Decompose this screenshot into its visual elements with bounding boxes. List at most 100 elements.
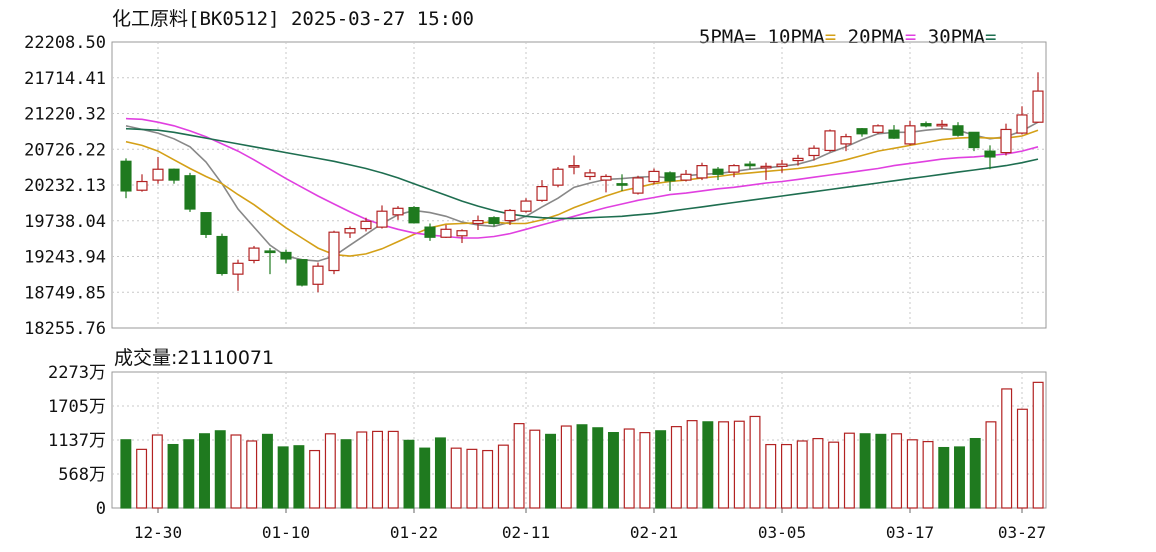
volume-bar <box>765 443 777 509</box>
volume-bar <box>733 420 745 509</box>
candle-body <box>280 251 292 260</box>
volume-bar <box>340 439 352 509</box>
volume-bar <box>891 433 903 509</box>
volume-bar <box>497 444 509 509</box>
candle-body <box>952 125 964 136</box>
candle-body <box>424 226 436 238</box>
volume-bar <box>938 446 950 509</box>
volume-bar <box>592 427 604 509</box>
volume-bar <box>718 421 730 509</box>
candle-body <box>984 150 996 158</box>
candle-body <box>536 186 548 201</box>
volume-bar <box>545 433 557 509</box>
price-y-tick: 18255.76 <box>24 319 106 339</box>
volume-bar <box>1001 388 1013 509</box>
candle-body <box>168 168 180 181</box>
volume-bar <box>199 433 210 509</box>
candle-body <box>808 147 820 157</box>
x-tick-label: 01-22 <box>390 523 438 542</box>
volume-bar <box>293 445 305 509</box>
volume-bar <box>969 437 981 509</box>
volume-bar <box>434 437 446 509</box>
candle-body <box>744 163 756 167</box>
volume-bar <box>560 425 572 509</box>
volume-bar <box>214 430 226 509</box>
price-y-tick: 20726.22 <box>24 140 106 160</box>
candle-body <box>760 165 772 169</box>
volume-bar <box>859 433 871 509</box>
volume-bar <box>482 449 494 509</box>
candle-body <box>120 160 132 192</box>
volume-bar <box>812 437 824 509</box>
candle-body <box>152 168 164 181</box>
volume-bar <box>450 447 462 509</box>
ma-line-5pma <box>125 121 1039 262</box>
volume-y-tick: 1137万 <box>48 431 106 451</box>
volume-bar <box>151 434 163 509</box>
candle-body <box>600 175 612 181</box>
candle-body <box>200 212 212 235</box>
candle-body <box>344 227 356 234</box>
volume-label: 成交量:21110071 <box>114 347 275 369</box>
chart-title: 化工原料[BK0512] 2025-03-27 15:00 <box>112 8 474 30</box>
volume-bar <box>780 443 792 509</box>
volume-y-tick: 568万 <box>58 465 106 485</box>
volume-bar <box>387 430 399 509</box>
candle-body <box>184 175 196 210</box>
candle-body <box>248 247 260 262</box>
x-tick-label: 03-27 <box>998 523 1046 542</box>
x-tick-label: 12-30 <box>134 523 182 542</box>
volume-y-tick: 1705万 <box>48 397 106 417</box>
volume-bar <box>183 439 195 509</box>
volume-bar <box>639 432 651 509</box>
candle-body <box>936 123 948 127</box>
candle-body <box>376 210 388 228</box>
candle-body <box>216 235 228 275</box>
volume-bar <box>324 433 336 509</box>
candle-body <box>856 128 868 135</box>
volume-bar <box>356 431 368 509</box>
candle-body <box>696 165 708 179</box>
volume-bar <box>230 434 242 509</box>
price-y-tick: 18749.85 <box>24 283 106 303</box>
candle-body <box>1032 90 1044 123</box>
candle-body <box>712 168 724 175</box>
volume-bar <box>120 439 132 509</box>
candle-body <box>616 183 628 186</box>
candle-body <box>472 220 484 225</box>
ma-line-20pma <box>125 117 1039 239</box>
candle-body <box>632 177 644 194</box>
candle-body <box>392 207 404 216</box>
volume-bar <box>246 440 258 509</box>
volume-bar <box>954 446 965 509</box>
x-tick-label: 01-10 <box>262 523 310 542</box>
volume-bar <box>1016 408 1028 509</box>
candle-body <box>680 173 692 181</box>
candle-body <box>824 130 836 152</box>
x-tick-label: 03-05 <box>758 523 806 542</box>
volume-bar <box>576 424 588 509</box>
volume-bar <box>702 421 714 509</box>
x-tick-label: 03-17 <box>886 523 934 542</box>
candle-body <box>664 172 676 182</box>
candle-body <box>408 206 420 224</box>
price-y-tick: 22208.50 <box>24 33 106 53</box>
candle-body <box>488 217 500 225</box>
candle-body <box>1016 114 1028 134</box>
price-y-tick: 20232.13 <box>24 176 106 196</box>
volume-bar <box>136 448 148 509</box>
volume-bar <box>277 446 289 509</box>
volume-bar <box>513 423 525 509</box>
candle-body <box>232 262 244 275</box>
volume-bar <box>796 440 808 509</box>
volume-bar <box>466 448 478 509</box>
candle-body <box>504 209 516 222</box>
price-y-tick: 19243.94 <box>24 248 106 268</box>
candle-body <box>136 180 148 191</box>
ma-line-30pma <box>125 127 1039 220</box>
volume-bar <box>828 441 840 509</box>
candle-body <box>1000 128 1012 154</box>
volume-bar <box>843 432 855 509</box>
candle-body <box>888 129 900 139</box>
x-tick-label: 02-11 <box>502 523 550 542</box>
